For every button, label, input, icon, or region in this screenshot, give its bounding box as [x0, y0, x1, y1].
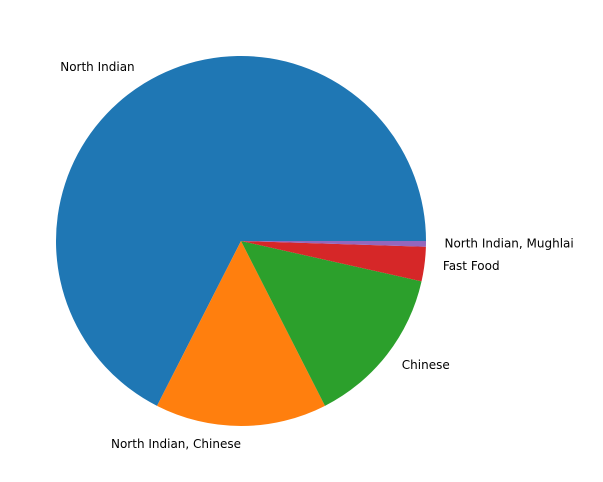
pie-slice-3	[241, 241, 426, 282]
pie-label-4: North Indian, Mughlai	[444, 237, 573, 251]
pie-slice-1	[157, 241, 325, 427]
pie-labels: North Indian North Indian, Chinese Chinese…	[60, 60, 574, 451]
pie-slices	[55, 56, 426, 427]
pie-slice-2	[241, 241, 422, 406]
pie-slice-0	[55, 56, 426, 406]
pie-slice-4	[241, 241, 426, 247]
pie-label-3: Fast Food	[443, 259, 500, 273]
pie-label-1: North Indian, Chinese	[111, 437, 241, 451]
pie-label-0: North Indian	[60, 60, 134, 74]
pie-label-2: Chinese	[402, 358, 450, 372]
